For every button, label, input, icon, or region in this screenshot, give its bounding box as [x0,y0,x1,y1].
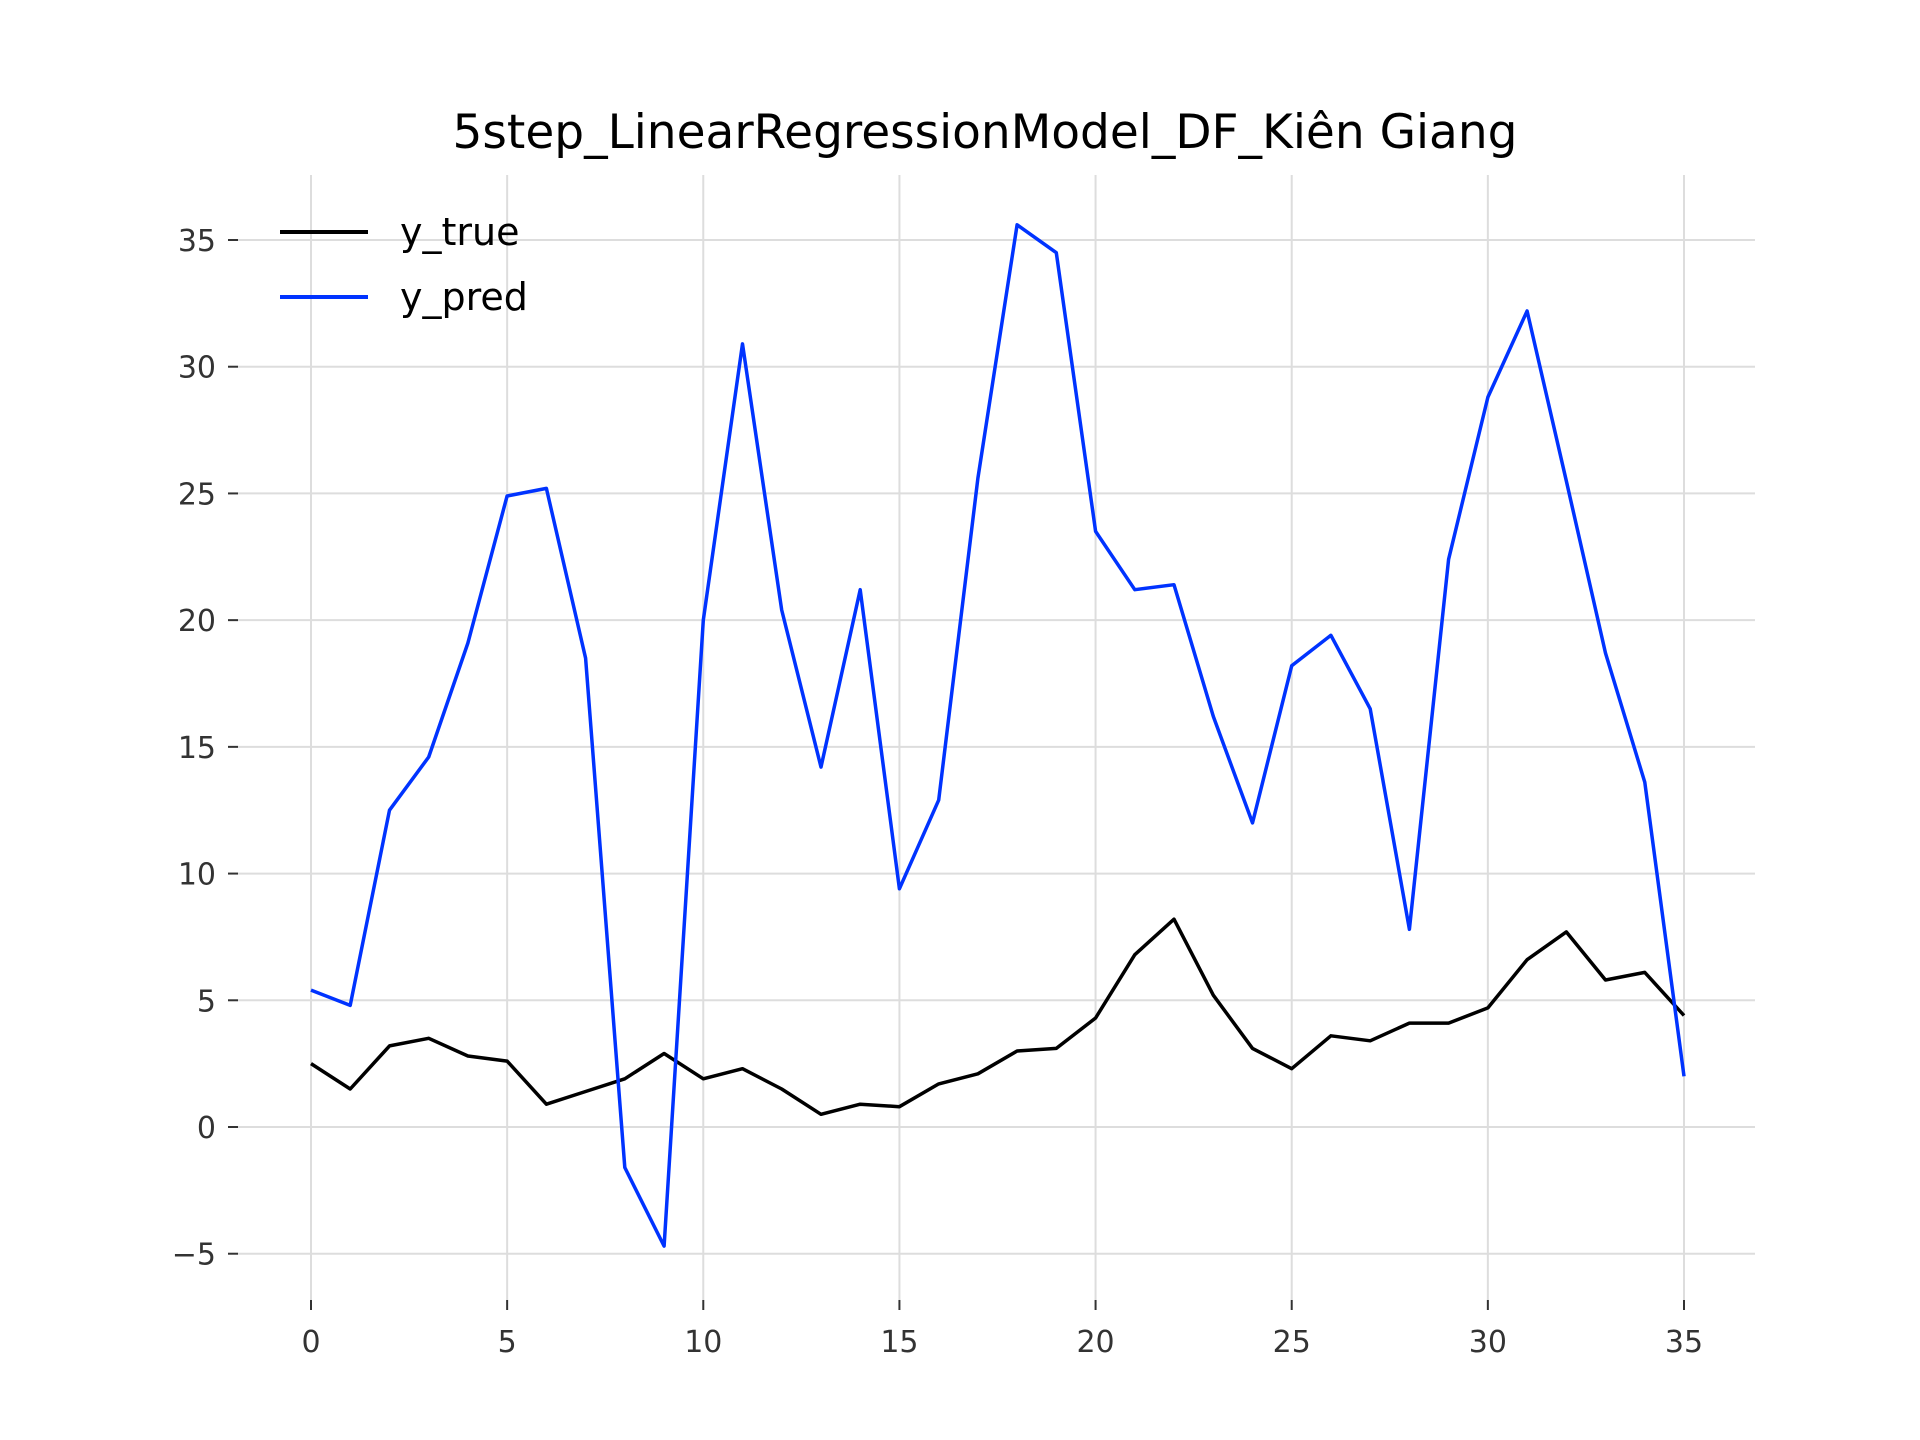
y-tick-label: 15 [178,731,216,766]
legend-label: y_true [400,210,519,254]
chart-title: 5step_LinearRegressionModel_DF_Kiên Gian… [453,105,1518,160]
x-tick-label: 35 [1665,1325,1703,1360]
grid [238,175,1755,1300]
x-tick-label: 25 [1273,1325,1311,1360]
y-tick-label: 35 [178,224,216,259]
legend-label: y_pred [400,275,528,319]
series-lines [310,223,1686,1248]
series-line-y_true [310,917,1686,1117]
x-tick-label: 20 [1076,1325,1114,1360]
series-line-y_pred [310,223,1686,1248]
y-tick-label: 20 [178,604,216,639]
y-tick-label: 10 [178,858,216,893]
legend: y_true y_pred [280,210,528,319]
axes: 0 5 10 15 20 25 30 35 −5 0 5 10 15 20 25 30 35 [172,224,1703,1360]
x-tick-label: 10 [684,1325,722,1360]
y-tick-label: 30 [178,351,216,386]
y-tick-label: 0 [197,1111,216,1146]
x-tick-label: 5 [498,1325,517,1360]
y-tick-label: 25 [178,477,216,512]
x-tick-label: 0 [301,1325,320,1360]
x-tick-label: 30 [1469,1325,1507,1360]
y-tick-label: 5 [197,984,216,1019]
y-tick-label: −5 [172,1238,216,1273]
x-tick-label: 15 [880,1325,918,1360]
